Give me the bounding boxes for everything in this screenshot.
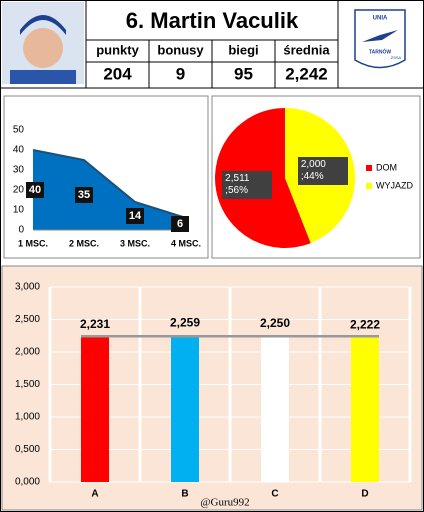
stat-value: 9 xyxy=(176,64,185,83)
data-label-box xyxy=(171,216,189,232)
legend-swatch xyxy=(366,183,372,189)
y-tick-label: 3,000 xyxy=(15,282,40,293)
y-tick-label: 0 xyxy=(18,225,24,236)
y-tick-label: 0,500 xyxy=(15,444,40,455)
photo-suit xyxy=(10,70,76,84)
legend-label: DOM xyxy=(376,162,397,172)
y-tick-label: 50 xyxy=(13,125,25,136)
logo-text: ŻSSA xyxy=(391,55,402,60)
photo-helmet xyxy=(20,15,66,35)
x-tick-label: 4 MSC. xyxy=(171,238,201,248)
x-tick-label: C xyxy=(271,489,278,500)
area-line xyxy=(32,149,187,219)
logo-bird xyxy=(362,30,398,42)
y-tick-label: 10 xyxy=(13,205,25,216)
footer: @Guru992 xyxy=(200,497,249,509)
data-label: 6 xyxy=(177,218,183,230)
stat-label: biegi xyxy=(228,42,258,57)
data-label-box xyxy=(75,187,93,203)
y-tick-label: 2,500 xyxy=(15,314,40,325)
y-tick-label: 0,000 xyxy=(15,477,40,488)
x-tick-label: D xyxy=(361,489,368,500)
bar xyxy=(81,336,109,482)
y-tick-label: 20 xyxy=(13,185,25,196)
data-label: 35 xyxy=(78,189,90,201)
data-label: 2,511 ;56% xyxy=(222,171,273,200)
x-tick-label: A xyxy=(91,489,98,500)
logo-text: UNIA xyxy=(373,16,388,22)
stat-value: 204 xyxy=(103,64,132,83)
title: 6. Martin Vaculik xyxy=(126,8,299,33)
stat-label: średnia xyxy=(283,42,330,57)
x-tick-label: B xyxy=(181,489,188,500)
y-tick-label: 40 xyxy=(13,145,25,156)
stat-value: 2,242 xyxy=(285,64,328,83)
legend-swatch xyxy=(366,165,372,171)
x-tick-label: 1 MSC. xyxy=(18,238,48,248)
photo-face xyxy=(23,28,63,68)
data-label: 2,250 xyxy=(260,316,290,330)
x-tick-label: 2 MSC. xyxy=(69,238,99,248)
data-label: 2,000 ;44% xyxy=(297,156,348,185)
data-label: 2,231 xyxy=(80,317,110,331)
y-tick-label: 1,000 xyxy=(15,412,40,423)
bar xyxy=(171,335,199,482)
stat-label: bonusy xyxy=(157,42,204,57)
y-tick-label: 1,500 xyxy=(15,379,40,390)
area xyxy=(33,150,186,230)
legend-label: WYJAZD xyxy=(376,180,413,190)
y-tick-label: 30 xyxy=(13,165,25,176)
stat-value: 95 xyxy=(234,64,253,83)
data-label: 2,259 xyxy=(170,315,200,329)
data-label: 14 xyxy=(129,210,142,222)
data-label: 40 xyxy=(29,184,41,196)
y-tick-label: 2,000 xyxy=(15,347,40,358)
x-tick-label: 3 MSC. xyxy=(120,238,150,248)
logo-text: TARNÓW xyxy=(369,47,391,55)
bar xyxy=(351,337,379,482)
data-label-box xyxy=(26,182,44,198)
data-label: 2,222 xyxy=(350,318,380,332)
data-label-box xyxy=(126,208,144,224)
bar xyxy=(261,335,289,482)
stat-label: punkty xyxy=(96,42,139,57)
